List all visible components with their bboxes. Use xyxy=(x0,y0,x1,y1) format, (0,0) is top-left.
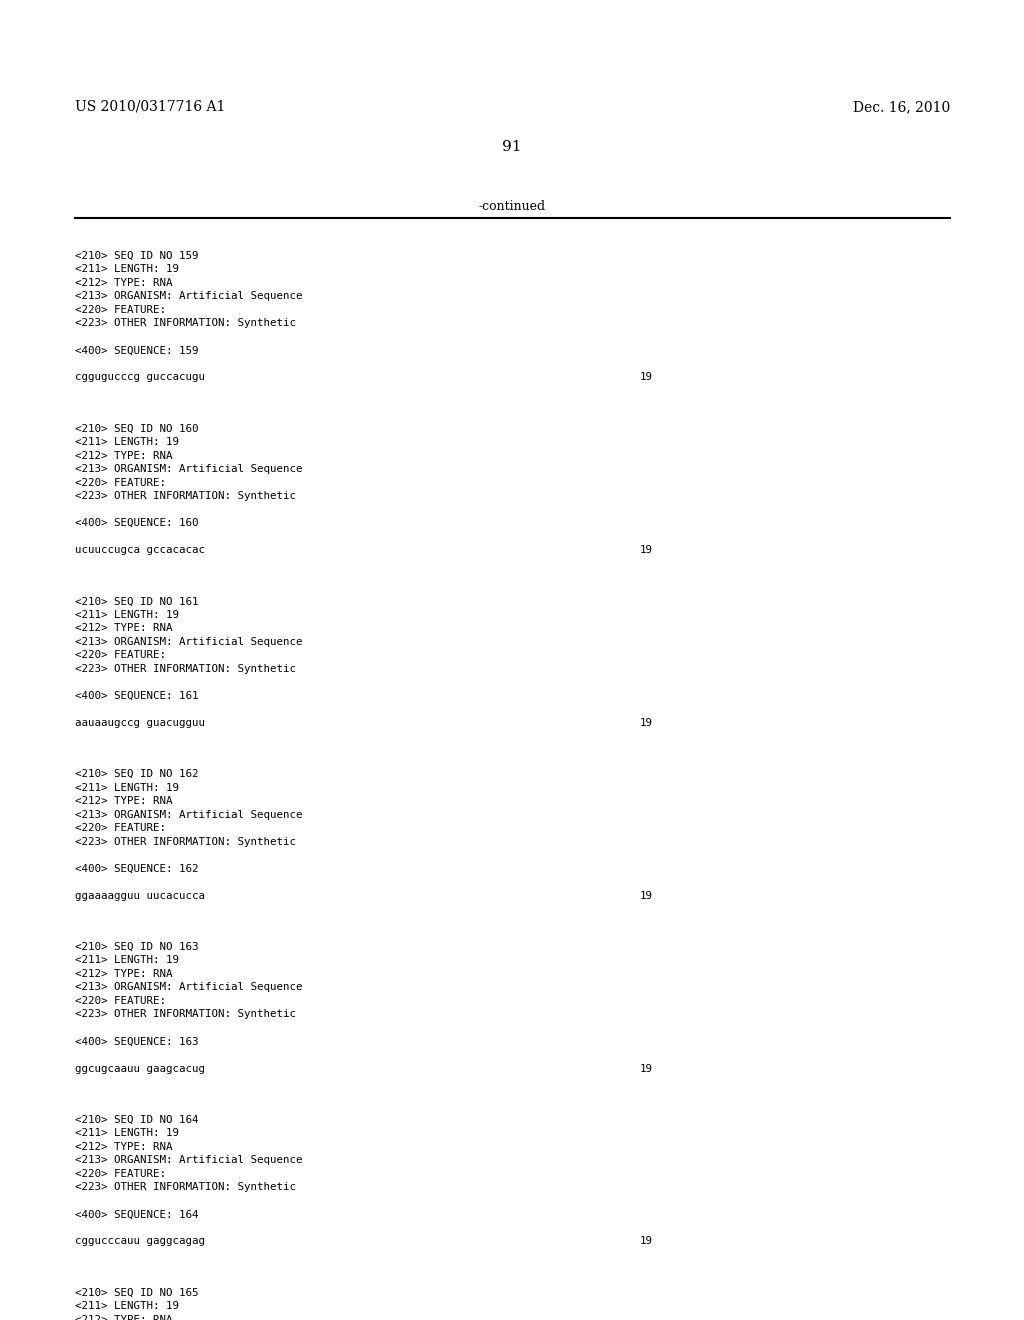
Text: <220> FEATURE:: <220> FEATURE: xyxy=(75,824,166,833)
Text: <223> OTHER INFORMATION: Synthetic: <223> OTHER INFORMATION: Synthetic xyxy=(75,491,296,502)
Text: 91: 91 xyxy=(502,140,522,154)
Text: <212> TYPE: RNA: <212> TYPE: RNA xyxy=(75,277,172,288)
Text: 19: 19 xyxy=(640,718,653,727)
Text: ggaaaagguu uucacucca: ggaaaagguu uucacucca xyxy=(75,891,205,900)
Text: <223> OTHER INFORMATION: Synthetic: <223> OTHER INFORMATION: Synthetic xyxy=(75,1010,296,1019)
Text: <212> TYPE: RNA: <212> TYPE: RNA xyxy=(75,1315,172,1320)
Text: aauaaugccg guacugguu: aauaaugccg guacugguu xyxy=(75,718,205,727)
Text: <210> SEQ ID NO 162: <210> SEQ ID NO 162 xyxy=(75,770,199,779)
Text: <210> SEQ ID NO 164: <210> SEQ ID NO 164 xyxy=(75,1115,199,1125)
Text: <211> LENGTH: 19: <211> LENGTH: 19 xyxy=(75,956,179,965)
Text: <223> OTHER INFORMATION: Synthetic: <223> OTHER INFORMATION: Synthetic xyxy=(75,664,296,675)
Text: <212> TYPE: RNA: <212> TYPE: RNA xyxy=(75,450,172,461)
Text: <223> OTHER INFORMATION: Synthetic: <223> OTHER INFORMATION: Synthetic xyxy=(75,837,296,846)
Text: <400> SEQUENCE: 159: <400> SEQUENCE: 159 xyxy=(75,346,199,355)
Text: cggucccauu gaggcagag: cggucccauu gaggcagag xyxy=(75,1237,205,1246)
Text: <213> ORGANISM: Artificial Sequence: <213> ORGANISM: Artificial Sequence xyxy=(75,292,302,301)
Text: <400> SEQUENCE: 164: <400> SEQUENCE: 164 xyxy=(75,1209,199,1220)
Text: <213> ORGANISM: Artificial Sequence: <213> ORGANISM: Artificial Sequence xyxy=(75,1155,302,1166)
Text: <400> SEQUENCE: 161: <400> SEQUENCE: 161 xyxy=(75,690,199,701)
Text: <212> TYPE: RNA: <212> TYPE: RNA xyxy=(75,969,172,979)
Text: 19: 19 xyxy=(640,372,653,383)
Text: <211> LENGTH: 19: <211> LENGTH: 19 xyxy=(75,437,179,447)
Text: <220> FEATURE:: <220> FEATURE: xyxy=(75,1168,166,1179)
Text: <210> SEQ ID NO 159: <210> SEQ ID NO 159 xyxy=(75,251,199,261)
Text: ucuuccugca gccacacac: ucuuccugca gccacacac xyxy=(75,545,205,556)
Text: <210> SEQ ID NO 161: <210> SEQ ID NO 161 xyxy=(75,597,199,606)
Text: Dec. 16, 2010: Dec. 16, 2010 xyxy=(853,100,950,114)
Text: US 2010/0317716 A1: US 2010/0317716 A1 xyxy=(75,100,225,114)
Text: <212> TYPE: RNA: <212> TYPE: RNA xyxy=(75,796,172,807)
Text: -continued: -continued xyxy=(478,201,546,213)
Text: <223> OTHER INFORMATION: Synthetic: <223> OTHER INFORMATION: Synthetic xyxy=(75,318,296,329)
Text: <211> LENGTH: 19: <211> LENGTH: 19 xyxy=(75,610,179,620)
Text: <211> LENGTH: 19: <211> LENGTH: 19 xyxy=(75,264,179,275)
Text: <400> SEQUENCE: 163: <400> SEQUENCE: 163 xyxy=(75,1036,199,1047)
Text: <210> SEQ ID NO 165: <210> SEQ ID NO 165 xyxy=(75,1287,199,1298)
Text: <223> OTHER INFORMATION: Synthetic: <223> OTHER INFORMATION: Synthetic xyxy=(75,1183,296,1192)
Text: 19: 19 xyxy=(640,545,653,556)
Text: <210> SEQ ID NO 160: <210> SEQ ID NO 160 xyxy=(75,424,199,433)
Text: <220> FEATURE:: <220> FEATURE: xyxy=(75,305,166,314)
Text: 19: 19 xyxy=(640,1064,653,1073)
Text: <211> LENGTH: 19: <211> LENGTH: 19 xyxy=(75,1302,179,1311)
Text: <212> TYPE: RNA: <212> TYPE: RNA xyxy=(75,1142,172,1152)
Text: 19: 19 xyxy=(640,1237,653,1246)
Text: <210> SEQ ID NO 163: <210> SEQ ID NO 163 xyxy=(75,942,199,952)
Text: <400> SEQUENCE: 162: <400> SEQUENCE: 162 xyxy=(75,863,199,874)
Text: <220> FEATURE:: <220> FEATURE: xyxy=(75,478,166,487)
Text: 19: 19 xyxy=(640,891,653,900)
Text: <212> TYPE: RNA: <212> TYPE: RNA xyxy=(75,623,172,634)
Text: <400> SEQUENCE: 160: <400> SEQUENCE: 160 xyxy=(75,519,199,528)
Text: <213> ORGANISM: Artificial Sequence: <213> ORGANISM: Artificial Sequence xyxy=(75,465,302,474)
Text: <213> ORGANISM: Artificial Sequence: <213> ORGANISM: Artificial Sequence xyxy=(75,982,302,993)
Text: <211> LENGTH: 19: <211> LENGTH: 19 xyxy=(75,783,179,793)
Text: <220> FEATURE:: <220> FEATURE: xyxy=(75,651,166,660)
Text: <211> LENGTH: 19: <211> LENGTH: 19 xyxy=(75,1129,179,1138)
Text: <213> ORGANISM: Artificial Sequence: <213> ORGANISM: Artificial Sequence xyxy=(75,809,302,820)
Text: ggcugcaauu gaagcacug: ggcugcaauu gaagcacug xyxy=(75,1064,205,1073)
Text: cggugucccg guccacugu: cggugucccg guccacugu xyxy=(75,372,205,383)
Text: <213> ORGANISM: Artificial Sequence: <213> ORGANISM: Artificial Sequence xyxy=(75,636,302,647)
Text: <220> FEATURE:: <220> FEATURE: xyxy=(75,997,166,1006)
